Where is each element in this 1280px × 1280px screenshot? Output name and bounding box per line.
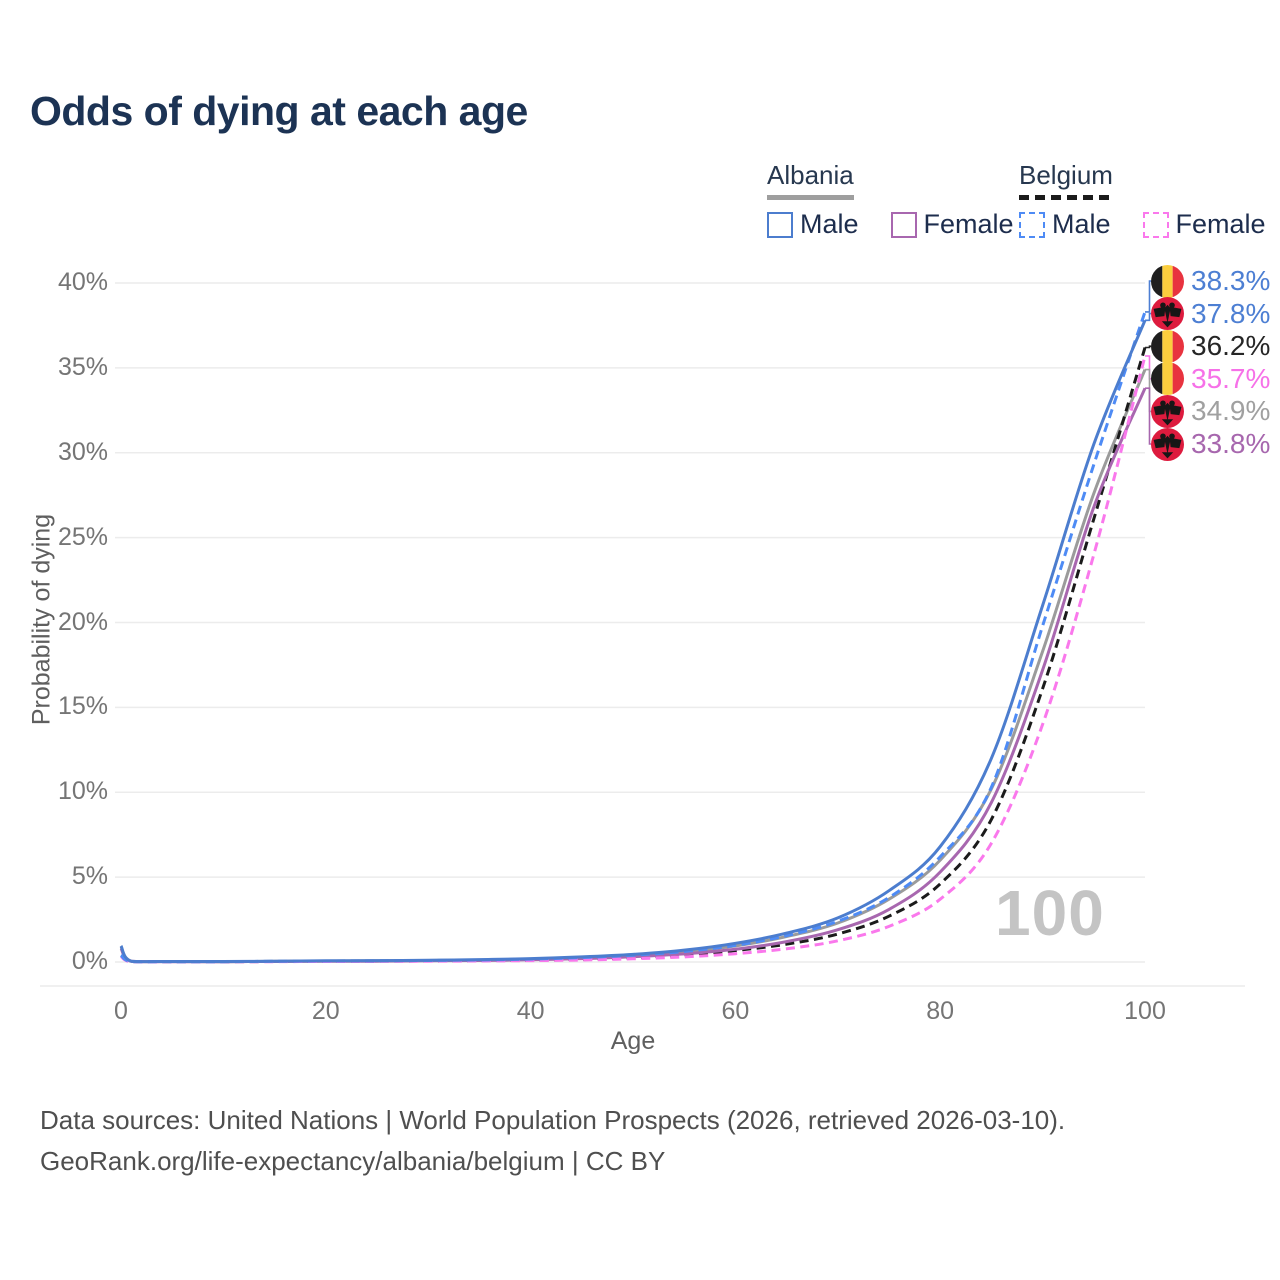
hover-age-watermark: 100 (995, 877, 1105, 949)
legend-item-belgium-male[interactable]: Male (1019, 209, 1111, 240)
end-label-connector (1145, 345, 1151, 349)
y-tick-label: 5% (71, 862, 108, 891)
end-label-albania-male[interactable]: 37.8% (1151, 297, 1271, 331)
legend-item-label: Female (1175, 209, 1266, 239)
albania-flag-icon (1151, 427, 1184, 461)
legend-item-albania-female[interactable]: Female (890, 209, 1014, 240)
end-label-belgium-combined[interactable]: 36.2% (1151, 329, 1271, 363)
x-tick-label: 60 (721, 997, 750, 1025)
legend-item-label: Male (1052, 209, 1111, 239)
end-label-value: 37.8% (1191, 297, 1271, 329)
belgium-male-swatch-icon (1019, 211, 1045, 238)
x-tick-label: 40 (516, 997, 545, 1025)
line-belgium-combined[interactable] (120, 347, 1147, 964)
y-tick-label: 35% (57, 352, 108, 381)
legend-country-label: Belgium (1019, 160, 1113, 190)
legend-group-belgium: Belgium Male Female (1019, 160, 1266, 240)
end-label-albania-female[interactable]: 33.8% (1151, 427, 1271, 461)
end-label-connector (1145, 387, 1151, 445)
albania-flag-icon (1151, 297, 1184, 331)
y-tick-label: 15% (57, 692, 108, 721)
line-belgium-female[interactable] (120, 355, 1147, 964)
legend-item-label: Male (800, 209, 859, 239)
x-tick-label: 80 (926, 997, 955, 1025)
end-label-value: 35.7% (1191, 362, 1271, 394)
belgium-flag-icon (1151, 362, 1184, 396)
x-tick-label: 0 (114, 997, 128, 1025)
albania-flag-icon (1151, 394, 1184, 428)
belgium-flag-icon (1151, 264, 1184, 298)
end-label-connector (1145, 280, 1151, 313)
legend-country-label: Albania (767, 160, 854, 190)
end-label-albania-combined[interactable]: 34.9% (1151, 394, 1271, 428)
x-tick-label: 100 (1124, 997, 1166, 1025)
line-albania-female[interactable] (119, 387, 1147, 964)
y-tick-label: 20% (57, 607, 108, 636)
end-label-connector (1145, 312, 1151, 322)
line-albania-combined[interactable] (119, 369, 1147, 964)
albania-line-swatch (767, 195, 854, 200)
end-label-value: 34.9% (1191, 395, 1271, 427)
legend-country-albania[interactable]: Albania (767, 160, 854, 200)
line-albania-male[interactable] (119, 319, 1147, 964)
legend-country-belgium[interactable]: Belgium (1019, 160, 1113, 200)
page-title: Odds of dying at each age (30, 88, 528, 134)
line-belgium-male[interactable] (119, 311, 1147, 964)
legend-group-albania: Albania Male Female (767, 160, 1014, 240)
legend-item-belgium-female[interactable]: Female (1142, 209, 1266, 240)
y-tick-label: 40% (57, 267, 108, 296)
end-label-value: 33.8% (1191, 428, 1271, 459)
belgium-female-swatch-icon (1142, 211, 1169, 238)
legend-item-albania-male[interactable]: Male (767, 209, 859, 240)
end-label-value: 38.3% (1191, 265, 1271, 296)
end-label-belgium-female[interactable]: 35.7% (1151, 362, 1271, 396)
attribution-url-text: GeoRank.org/life-expectancy/albania/belg… (40, 1146, 666, 1176)
y-tick-label: 10% (57, 777, 108, 806)
x-axis-title: Age (610, 1027, 656, 1055)
y-tick-label: 25% (57, 522, 108, 551)
end-label-belgium-male[interactable]: 38.3% (1151, 264, 1271, 298)
albania-female-swatch-icon (890, 211, 917, 238)
belgium-flag-icon (1151, 329, 1184, 363)
y-tick-label: 30% (57, 437, 108, 466)
belgium-line-swatch (1019, 195, 1113, 200)
y-tick-label: 0% (71, 946, 108, 975)
x-tick-label: 20 (311, 997, 340, 1025)
albania-male-swatch-icon (767, 211, 793, 238)
data-sources-text: Data sources: United Nations | World Pop… (40, 1105, 1066, 1135)
end-label-value: 36.2% (1191, 330, 1271, 362)
legend-item-label: Female (923, 209, 1014, 239)
